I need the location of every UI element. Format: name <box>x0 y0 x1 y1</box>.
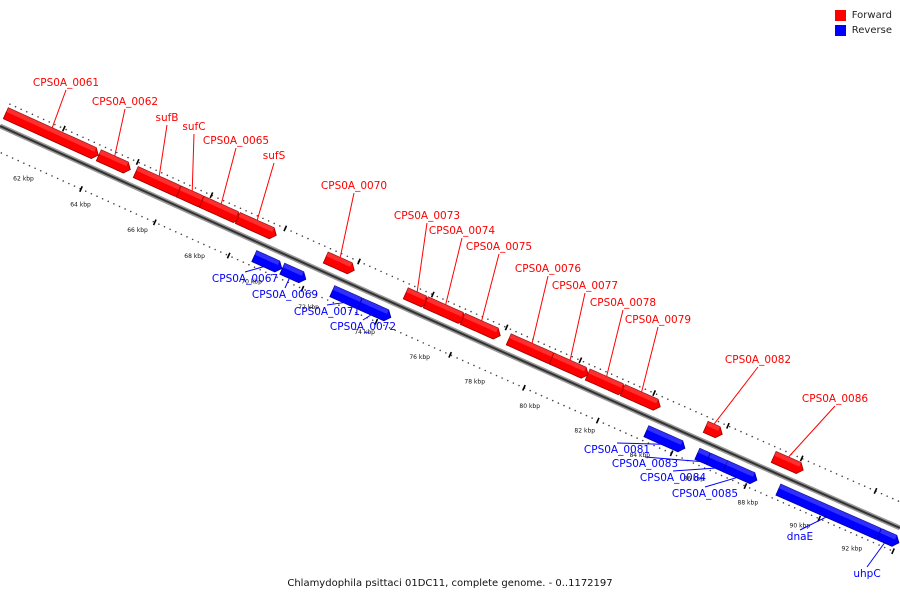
forward-swatch <box>834 10 846 21</box>
gene-leader <box>788 405 836 458</box>
gene-label[interactable]: CPS0A_0084 <box>640 472 706 484</box>
gene-label[interactable]: CPS0A_0077 <box>552 280 618 292</box>
gene-label[interactable]: CPS0A_0070 <box>321 180 387 192</box>
gene-block[interactable] <box>643 425 686 453</box>
tick-label: 90 kbp <box>790 523 811 530</box>
gene-block[interactable] <box>95 149 131 174</box>
gene-label[interactable]: CPS0A_0086 <box>802 393 868 405</box>
gene-leader <box>481 253 500 321</box>
gene-block[interactable] <box>234 212 277 240</box>
gene-label[interactable]: CPS0A_0085 <box>672 488 738 500</box>
gene-leader <box>326 302 344 306</box>
inner-dotted-track <box>0 152 892 551</box>
reverse-swatch <box>834 25 846 36</box>
gene-leader <box>641 326 659 393</box>
gene-block[interactable] <box>722 460 758 485</box>
gene-block[interactable] <box>702 420 723 439</box>
gene-leader <box>51 89 67 128</box>
gene-label[interactable]: CPS0A_0075 <box>466 241 532 253</box>
tick-label: 88 kbp <box>738 500 759 507</box>
gene-leader <box>616 442 661 445</box>
tick-label: 72 kbp <box>298 304 319 311</box>
gene-leader <box>644 456 700 463</box>
gene-leader <box>531 275 549 344</box>
gene-blocks <box>2 107 900 547</box>
gene-label[interactable]: uhpC <box>853 568 880 580</box>
gene-label[interactable]: CPS0A_0073 <box>394 210 460 222</box>
gene-block[interactable] <box>251 250 283 273</box>
outer-dotted-track <box>9 103 900 502</box>
tick-label: 92 kbp <box>842 546 863 553</box>
gene-leader <box>445 237 463 305</box>
gene-block[interactable] <box>279 262 307 284</box>
tick-label: 68 kbp <box>184 253 205 260</box>
legend-reverse: Reverse <box>834 23 892 38</box>
tick-marks: 62 kbp 64 kbp 66 kbp 68 kbp 70 kbp 72 kbp 74 k… <box>13 125 895 555</box>
gene-leader <box>191 133 195 191</box>
tick-label: 76 kbp <box>409 354 430 361</box>
gene-block[interactable] <box>322 251 355 275</box>
tick-label: 62 kbp <box>13 176 34 183</box>
gene-label[interactable]: CPS0A_0065 <box>203 135 269 147</box>
gene-leader <box>569 292 586 361</box>
gene-label[interactable]: CPS0A_0083 <box>612 458 678 470</box>
gene-block[interactable] <box>876 528 900 547</box>
gene-label[interactable]: CPS0A_0072 <box>330 321 396 333</box>
gene-label[interactable]: sufS <box>263 150 286 162</box>
gene-leader <box>256 162 275 221</box>
gene-block[interactable] <box>2 107 99 159</box>
gene-label[interactable]: CPS0A_0069 <box>252 289 318 301</box>
tick-label: 84 kbp <box>629 452 650 459</box>
tick-label: 82 kbp <box>574 427 595 434</box>
tick-label: 66 kbp <box>127 227 148 234</box>
gene-label[interactable]: CPS0A_0076 <box>515 263 581 275</box>
gene-leader <box>158 124 168 177</box>
gene-block[interactable] <box>357 297 392 322</box>
gene-leader <box>799 516 827 531</box>
genome-backbone-core <box>0 125 900 529</box>
genome-caption: Chlamydophila psittaci 01DC11, complete … <box>287 578 613 589</box>
tick-label: 64 kbp <box>70 201 91 208</box>
tick-label: 80 kbp <box>519 403 540 410</box>
gene-label[interactable]: CPS0A_0081 <box>584 444 650 456</box>
gene-label[interactable]: CPS0A_0067 <box>212 273 278 285</box>
gene-labels: CPS0A_0061 CPS0A_0062 sufB sufC CPS0A_0065su… <box>33 77 881 580</box>
gene-leader <box>339 192 355 258</box>
gene-label[interactable]: dnaE <box>787 531 813 543</box>
gene-leader <box>606 309 624 377</box>
gene-label[interactable]: sufC <box>182 121 205 133</box>
gene-leader <box>416 222 428 292</box>
gene-block[interactable] <box>619 384 661 411</box>
gene-leader <box>220 147 237 205</box>
gene-leader <box>244 266 264 273</box>
tick-label: 86 kbp <box>683 476 704 483</box>
gene-leader <box>704 477 737 488</box>
gene-label[interactable]: CPS0A_0082 <box>725 354 791 366</box>
tick-label: 78 kbp <box>464 378 485 385</box>
legend-forward: Forward <box>834 8 892 23</box>
tick-label: 70 kbp <box>241 278 262 285</box>
gene-leader-lines <box>51 89 885 568</box>
legend-forward-label: Forward <box>851 10 892 21</box>
gene-block[interactable] <box>548 352 589 379</box>
legend: Forward Reverse <box>834 8 892 38</box>
gene-leader <box>362 314 372 321</box>
gene-label[interactable]: CPS0A_0079 <box>625 314 691 326</box>
gene-label[interactable]: CPS0A_0074 <box>429 225 495 237</box>
gene-leader <box>114 108 126 157</box>
gene-block[interactable] <box>770 450 804 474</box>
gene-leader <box>866 542 885 568</box>
legend-reverse-label: Reverse <box>851 25 892 36</box>
gene-label[interactable]: CPS0A_0071 <box>294 306 360 318</box>
tick-label: 74 kbp <box>354 329 375 336</box>
gene-block[interactable] <box>459 312 501 340</box>
gene-label[interactable]: CPS0A_0062 <box>92 96 158 108</box>
gene-label[interactable]: sufB <box>155 112 178 124</box>
gene-label[interactable]: CPS0A_0061 <box>33 77 99 89</box>
gene-leader <box>672 467 715 472</box>
gene-leader <box>284 278 290 289</box>
gene-leader <box>713 366 759 425</box>
gene-label[interactable]: CPS0A_0078 <box>590 297 656 309</box>
